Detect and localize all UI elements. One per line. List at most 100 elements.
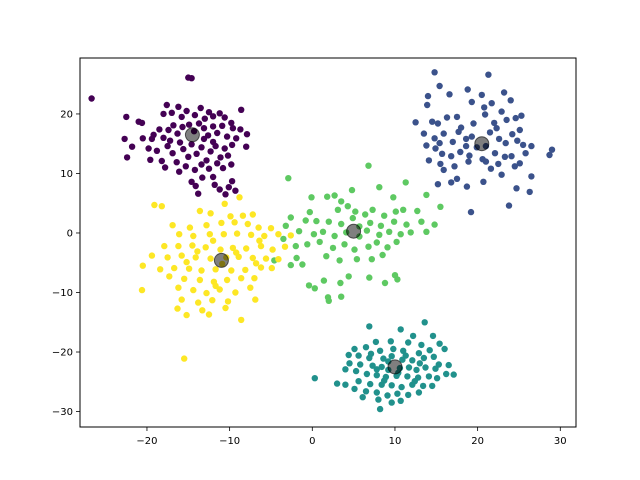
x-axis: −20 −10 0 10 20 30 bbox=[136, 427, 567, 447]
data-point bbox=[175, 242, 182, 250]
data-point bbox=[402, 352, 409, 359]
data-point bbox=[199, 307, 206, 314]
data-point bbox=[165, 126, 172, 134]
data-point bbox=[373, 239, 380, 246]
data-point bbox=[302, 217, 309, 224]
data-point bbox=[429, 118, 436, 125]
data-point bbox=[430, 353, 437, 360]
data-point bbox=[355, 378, 362, 385]
data-point bbox=[362, 211, 369, 218]
data-point bbox=[405, 391, 412, 399]
data-point bbox=[346, 360, 353, 367]
data-point bbox=[366, 323, 373, 330]
cluster-center-marker bbox=[184, 127, 200, 143]
data-point bbox=[387, 338, 394, 345]
data-point bbox=[443, 114, 451, 121]
data-point bbox=[219, 164, 227, 172]
data-point bbox=[222, 304, 229, 312]
data-point bbox=[176, 168, 183, 175]
data-point bbox=[468, 98, 475, 106]
data-point bbox=[192, 182, 199, 190]
data-point bbox=[359, 394, 366, 401]
data-point bbox=[299, 261, 306, 268]
data-point bbox=[415, 389, 423, 396]
data-point bbox=[431, 221, 438, 228]
data-point bbox=[493, 125, 500, 132]
data-point bbox=[173, 159, 180, 166]
data-point bbox=[220, 231, 227, 238]
data-point bbox=[352, 367, 360, 375]
y-axis: −30 −20 −10 0 10 20 bbox=[52, 109, 80, 418]
data-point bbox=[178, 296, 185, 303]
data-point bbox=[431, 69, 438, 76]
data-point bbox=[232, 187, 239, 194]
data-point bbox=[390, 218, 398, 225]
data-point bbox=[424, 92, 432, 100]
data-point bbox=[180, 145, 187, 153]
data-point bbox=[160, 110, 167, 118]
data-point bbox=[168, 109, 175, 117]
data-point bbox=[366, 274, 373, 281]
x-tick-label: 10 bbox=[389, 436, 402, 447]
data-point bbox=[481, 104, 488, 111]
data-point bbox=[212, 282, 219, 290]
data-point bbox=[182, 163, 189, 170]
data-point bbox=[518, 112, 525, 119]
data-point bbox=[440, 130, 447, 137]
data-point bbox=[388, 382, 395, 389]
data-point bbox=[405, 364, 413, 371]
data-point bbox=[275, 231, 282, 238]
data-point bbox=[251, 275, 258, 282]
data-point bbox=[329, 244, 337, 252]
data-point bbox=[281, 243, 289, 250]
data-point bbox=[161, 164, 169, 171]
data-point bbox=[485, 71, 492, 78]
data-point bbox=[183, 258, 190, 266]
data-point bbox=[198, 161, 205, 168]
data-point bbox=[203, 222, 210, 229]
y-tick-label: −20 bbox=[52, 348, 73, 359]
data-point bbox=[421, 319, 428, 326]
data-point bbox=[481, 111, 489, 118]
data-point bbox=[198, 267, 205, 274]
data-point bbox=[453, 175, 461, 182]
data-point bbox=[229, 125, 237, 132]
data-point bbox=[123, 154, 131, 161]
data-point bbox=[432, 145, 439, 152]
data-point bbox=[175, 284, 182, 291]
data-point bbox=[409, 332, 417, 340]
data-point bbox=[232, 289, 239, 296]
data-point bbox=[237, 126, 244, 133]
data-point bbox=[451, 163, 458, 170]
data-point bbox=[203, 289, 210, 297]
data-point bbox=[546, 151, 553, 159]
data-point bbox=[223, 133, 231, 140]
data-point bbox=[373, 389, 380, 396]
data-point bbox=[394, 276, 401, 283]
data-point bbox=[194, 248, 201, 255]
data-point bbox=[217, 246, 224, 253]
data-point bbox=[207, 148, 214, 155]
data-point bbox=[390, 345, 397, 353]
data-point bbox=[201, 115, 208, 122]
data-point bbox=[233, 135, 240, 142]
data-point bbox=[247, 284, 254, 291]
data-point bbox=[522, 150, 529, 157]
data-point bbox=[228, 267, 235, 274]
data-point bbox=[214, 129, 221, 137]
data-point bbox=[516, 126, 523, 134]
data-point bbox=[384, 392, 391, 399]
data-point bbox=[228, 141, 236, 149]
data-point bbox=[404, 373, 411, 380]
data-point bbox=[463, 183, 471, 190]
data-point bbox=[376, 184, 383, 191]
data-point bbox=[441, 345, 448, 353]
data-point bbox=[166, 137, 174, 144]
data-point bbox=[386, 228, 393, 235]
data-point bbox=[209, 173, 217, 181]
data-point bbox=[193, 150, 200, 157]
data-point bbox=[379, 251, 386, 259]
data-point bbox=[209, 297, 216, 304]
data-point bbox=[157, 266, 164, 273]
